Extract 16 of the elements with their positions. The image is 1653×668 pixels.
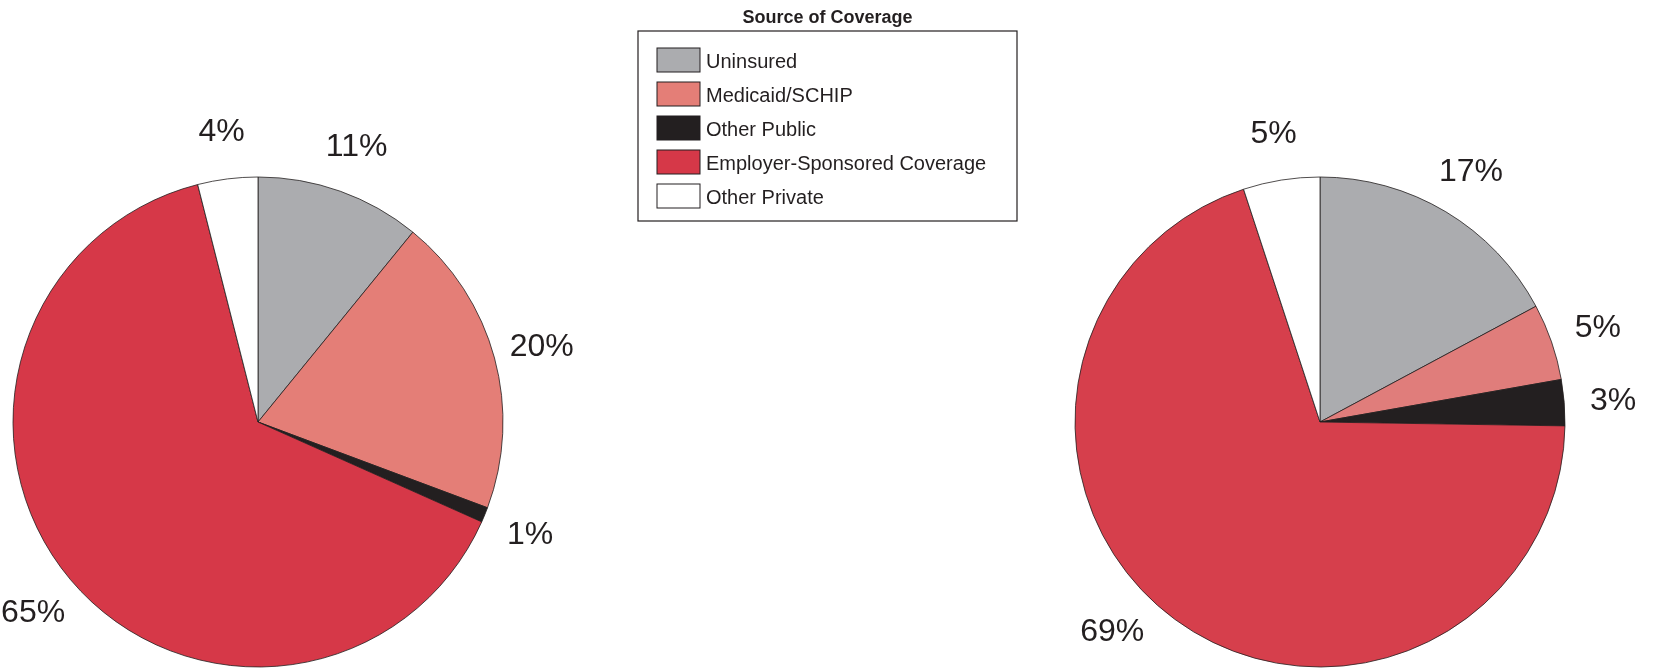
data-label: 3% bbox=[1589, 380, 1637, 417]
data-label: 4% bbox=[198, 112, 245, 149]
data-label: 1% bbox=[506, 515, 554, 552]
legend-label: Other Private bbox=[706, 186, 824, 208]
legend-label: Employer-Sponsored Coverage bbox=[706, 152, 987, 174]
data-label: 17% bbox=[1439, 151, 1504, 188]
data-label: 69% bbox=[1080, 612, 1145, 648]
legend-label: Uninsured bbox=[706, 50, 798, 72]
data-label: 5% bbox=[1250, 113, 1297, 150]
data-label: 65% bbox=[1, 593, 66, 630]
data-label: 5% bbox=[1574, 307, 1621, 344]
legend-label: Medicaid/SCHIP bbox=[706, 84, 853, 106]
data-label: 11% bbox=[325, 127, 388, 164]
legend-label: Other Public bbox=[706, 118, 817, 140]
legend-title: Source of Coverage bbox=[742, 7, 913, 27]
data-label: 20% bbox=[509, 327, 574, 364]
